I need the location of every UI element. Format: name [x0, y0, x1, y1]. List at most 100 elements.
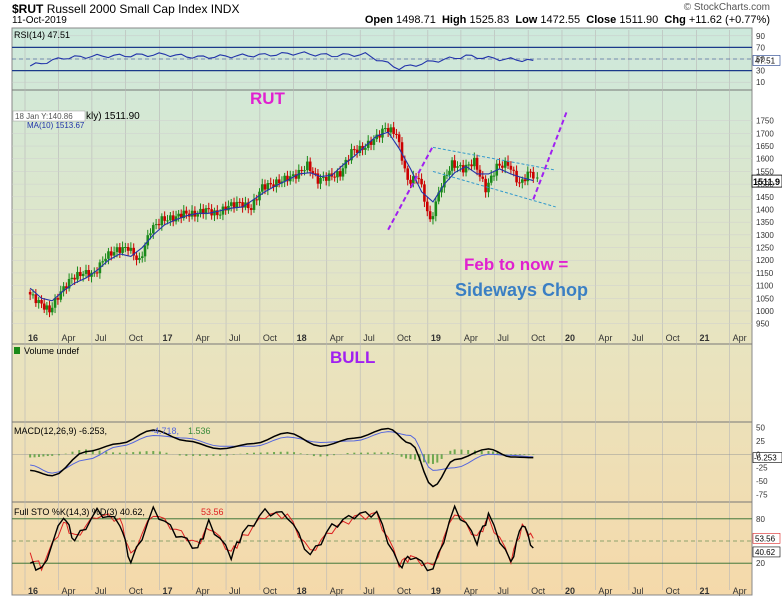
macd-histogram-bar [380, 452, 383, 455]
candle-body [50, 307, 54, 313]
macd-last-value: -6.253 [754, 454, 777, 463]
candle-body [149, 233, 152, 236]
candle-body [185, 210, 188, 214]
macd-histogram-bar [259, 452, 262, 455]
x-tick-label: Jul [632, 333, 644, 343]
symbol-title: $RUT Russell 2000 Small Cap Index INDX [12, 2, 240, 16]
candle-body [140, 256, 144, 258]
x-tick-label: 16 [28, 333, 38, 343]
x-tick-label: Oct [666, 586, 681, 596]
x-tick-label: 20 [565, 586, 575, 596]
macd-histogram-bar [518, 454, 521, 456]
macd-signal-legend: -4.718, [151, 426, 179, 436]
candle-body [169, 215, 172, 221]
macd-histogram-bar [112, 452, 115, 455]
candle-body [81, 273, 85, 277]
x-tick-label: Jul [363, 586, 375, 596]
macd-histogram-bar [319, 454, 322, 457]
candle-body [338, 171, 342, 177]
candle-body [440, 187, 443, 193]
candle-body [389, 127, 393, 133]
x-tick-label: 21 [700, 333, 710, 343]
candle-body [484, 178, 487, 193]
x-tick-label: Apr [598, 333, 612, 343]
candle-body [112, 252, 116, 256]
macd-histogram-bar [158, 451, 161, 455]
macd-histogram-bar [306, 454, 309, 455]
candle-body [213, 210, 216, 216]
macd-histogram-bar [467, 449, 470, 455]
candle-body [31, 294, 35, 296]
macd-histogram-bar [453, 449, 456, 455]
candle-body [177, 213, 180, 217]
candle-body [378, 134, 381, 138]
macd-histogram-bar [460, 449, 463, 455]
sto-d-legend: 53.56 [201, 507, 224, 517]
candle-body [171, 215, 175, 222]
candle-body [515, 170, 518, 183]
candle-body [344, 159, 348, 169]
x-tick-label: 17 [163, 586, 173, 596]
x-tick-label: Oct [531, 586, 546, 596]
x-tick-label: Apr [464, 586, 478, 596]
macd-histogram-bar [37, 454, 40, 457]
macd-histogram-bar [252, 452, 255, 455]
macd-histogram-bar [299, 453, 302, 455]
candle-body [56, 298, 60, 300]
candle-body [450, 160, 454, 171]
candle-body [327, 173, 331, 181]
candle-body [277, 179, 281, 184]
macd-histogram-bar [105, 451, 108, 455]
candle-body [135, 255, 138, 260]
x-tick-label: Jul [95, 333, 107, 343]
macd-histogram-bar [64, 453, 67, 455]
axes: 16 16 Apr Apr Jul Jul Oct Oct 17 17 Apr Apr Jul Jul Oc… [28, 32, 774, 596]
candle-body [163, 216, 166, 221]
candle-body [403, 160, 407, 169]
x-tick-label: Oct [666, 333, 681, 343]
candle-body [28, 291, 32, 295]
price-tick-label: 1700 [756, 129, 774, 138]
candle-body [201, 208, 205, 215]
rsi-last-value-box [752, 55, 781, 66]
price-tick-label: 1550 [756, 167, 774, 176]
candle-body [300, 169, 303, 171]
macd-histogram-bar [523, 454, 526, 455]
candle-body [523, 179, 527, 182]
macd-histogram-bar [185, 454, 188, 456]
candle-body [76, 271, 79, 280]
macd-histogram-bar [360, 452, 363, 455]
volume-panel: Volume undef [14, 346, 80, 356]
macd-histogram-bar [138, 451, 141, 455]
candle-body [196, 214, 200, 217]
macd-histogram-bar [405, 454, 408, 459]
candle-body [37, 300, 40, 304]
macd-histogram-bar [212, 454, 215, 456]
candle-body [275, 179, 278, 188]
candle-body [437, 192, 440, 202]
price-last-value: 1511.9 [753, 177, 780, 187]
price-tick-label: 1050 [756, 294, 774, 303]
macd-histogram-bar [279, 451, 282, 455]
candle-body [269, 183, 273, 185]
candle-body [306, 161, 309, 171]
macd-histogram-bar [192, 454, 195, 456]
price-tick-label: 1450 [756, 193, 774, 202]
x-tick-label: Apr [733, 586, 747, 596]
macd-histogram-bar [246, 452, 249, 455]
macd-tick-label: 50 [756, 423, 765, 432]
macd-histogram-bar [326, 454, 329, 457]
candle-body [478, 169, 482, 177]
candle-body [512, 169, 516, 171]
macd-histogram-bar [496, 452, 499, 455]
candle-body [241, 202, 244, 208]
macd-histogram-bar [145, 451, 148, 455]
candle-body [481, 176, 485, 179]
stockcharts-credit[interactable]: © StockCharts.com [683, 2, 770, 13]
x-tick-label: Apr [196, 586, 210, 596]
candle-body [65, 286, 68, 289]
sto-panel: Full STO %K(14,3) %D(3) 40.62, 53.56 53.5… [12, 504, 781, 572]
bull-annotation: BULL [330, 348, 375, 367]
ohlc-readout: Open 1498.71 High 1525.83 Low 1472.55 Cl… [364, 14, 770, 26]
sto-k-last-box [752, 546, 781, 558]
